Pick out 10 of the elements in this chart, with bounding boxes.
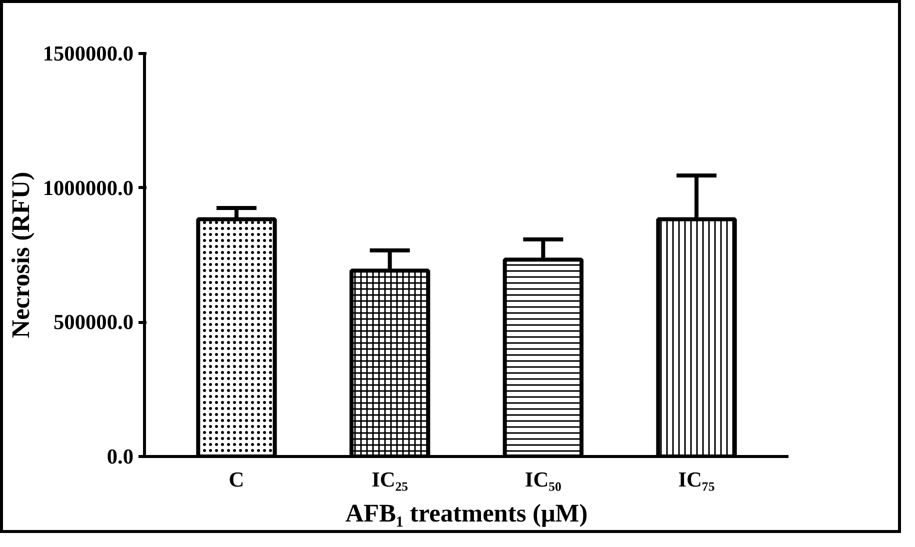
x-axis-title: AFB₁ treatments (μM) [345, 500, 588, 528]
x-tick-label: IC₅₀ [524, 468, 562, 492]
x-tick-label: IC₇₅ [678, 468, 715, 492]
y-tick-label: 1500000.0 [42, 42, 134, 66]
x-tick-label: C [228, 468, 244, 492]
y-tick-label: 1000000.0 [42, 176, 134, 200]
y-tick-label: 0.0 [106, 444, 134, 468]
y-tick-label: 500000.0 [54, 310, 134, 334]
x-tick-label: IC₂₅ [372, 468, 408, 492]
y-axis-title: Necrosis (RFU) [6, 172, 35, 338]
